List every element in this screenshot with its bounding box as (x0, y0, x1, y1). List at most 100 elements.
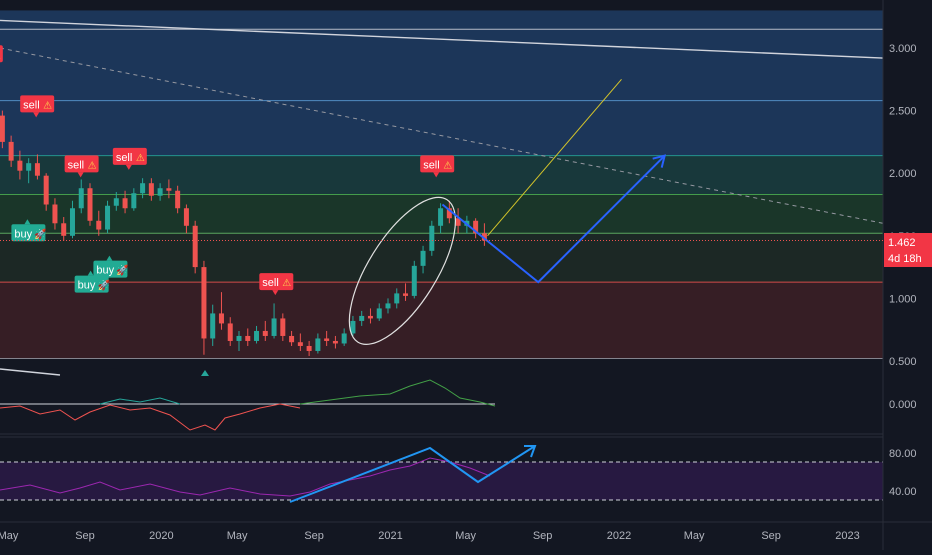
price-tick-label: 2.000 (889, 168, 917, 180)
sell-signal: sell⚠ (0, 45, 3, 63)
candle-body (350, 320, 356, 334)
candle-body (481, 233, 487, 241)
time-tick-label: Sep (75, 530, 95, 542)
trend-line (0, 19, 884, 59)
candle-body (359, 315, 365, 321)
warning-icon: ⚠ (43, 100, 52, 111)
buy-signal: buy 🚀 (74, 270, 111, 293)
dashed-trend-line (0, 47, 884, 224)
candle-body (324, 338, 330, 341)
signal-label: buy (96, 265, 114, 277)
current-price-countdown: 4d 18h (888, 253, 922, 265)
candle-body (376, 308, 382, 319)
signal-label: sell (23, 99, 40, 111)
candle-body (210, 313, 216, 339)
projection-line-yellow (487, 78, 622, 237)
rsi-tick-label: 80.00 (889, 448, 917, 460)
current-price-label: 1.462 4d 18h (0, 233, 932, 267)
price-zone (0, 233, 883, 283)
price-zones (0, 10, 883, 359)
signal-badge (74, 275, 109, 293)
signal-pointer (77, 172, 84, 178)
candle-body (61, 223, 67, 236)
warning-icon: ⚠ (88, 160, 97, 171)
trend-line (0, 368, 61, 376)
price-zone (0, 10, 883, 156)
projection-path (441, 154, 666, 284)
warning-icon: ⚠ (0, 50, 1, 61)
candle-body (438, 208, 444, 226)
candle-body (254, 330, 260, 341)
rocket-icon: 🚀 (98, 279, 111, 292)
sell-signal: sell⚠ (20, 95, 55, 118)
candle-body (473, 220, 479, 234)
candle-body (289, 335, 295, 343)
candlesticks (0, 110, 487, 356)
sell-signal: sell⚠ (112, 147, 147, 170)
candle-body (236, 335, 242, 341)
price-tick-label: 2.500 (889, 106, 917, 118)
candle-body (394, 293, 400, 304)
candle-body (0, 115, 5, 142)
candle-body (131, 193, 137, 209)
candle-body (429, 225, 435, 251)
sell-signal: sell⚠ (64, 155, 99, 178)
candle-body (367, 315, 373, 319)
price-tick-label: 3.000 (889, 43, 917, 55)
rsi-line (0, 457, 491, 497)
candle-body (315, 338, 321, 351)
candle-body (446, 208, 452, 219)
signal-pointer (125, 164, 132, 170)
sell-signal: sell⚠ (259, 273, 294, 296)
rsi-band (0, 462, 883, 500)
rsi-pane (0, 436, 883, 503)
time-tick-label: May (0, 530, 19, 542)
time-tick-label: 2023 (835, 530, 859, 542)
sell-signal: sell⚠ (420, 155, 455, 178)
candle-body (245, 335, 251, 341)
signal-pointer (87, 270, 94, 276)
oscillator-line-negative (0, 403, 301, 431)
time-tick-label: Sep (304, 530, 324, 542)
oscillator-line-positive (99, 397, 181, 405)
price-zone (0, 282, 883, 359)
candle-body (420, 250, 426, 266)
warning-icon: ⚠ (443, 160, 452, 171)
signal-badge (259, 273, 294, 291)
signal-pointer (433, 172, 440, 178)
signal-pointer (106, 255, 113, 261)
oscillator-tick-label: 0.000 (889, 399, 917, 411)
candle-body (113, 198, 119, 206)
rocket-icon: 🚀 (34, 227, 47, 240)
candle-body (280, 318, 286, 336)
candle-body (403, 293, 409, 296)
price-axis: 3.0002.5002.0001.5001.0000.5000.00080.00… (882, 0, 932, 550)
candle-body (26, 163, 32, 171)
signal-label: sell (262, 277, 279, 289)
time-tick-label: 2020 (149, 530, 173, 542)
highlight-ellipse (348, 196, 457, 345)
candle-body (262, 330, 268, 336)
signal-badge (112, 147, 147, 165)
time-tick-label: May (455, 530, 476, 542)
signal-pointer (33, 112, 40, 118)
candle-body (306, 345, 312, 351)
candle-body (385, 303, 391, 309)
current-price-badge (884, 233, 932, 267)
signal-badge (93, 260, 128, 278)
candle-body (411, 265, 417, 296)
rsi-projection-path (289, 445, 536, 503)
price-tick-label: 0.500 (889, 356, 917, 368)
signal-badge (11, 224, 46, 242)
candle-body (455, 218, 461, 226)
signal-label: sell (68, 159, 85, 171)
signal-pointer (272, 290, 279, 296)
candle-body (122, 198, 128, 209)
signal-badge (420, 155, 455, 173)
oscillator-line-positive (299, 379, 496, 407)
candle-body (43, 175, 49, 205)
candle-body (78, 188, 84, 209)
candle-body (183, 208, 189, 226)
